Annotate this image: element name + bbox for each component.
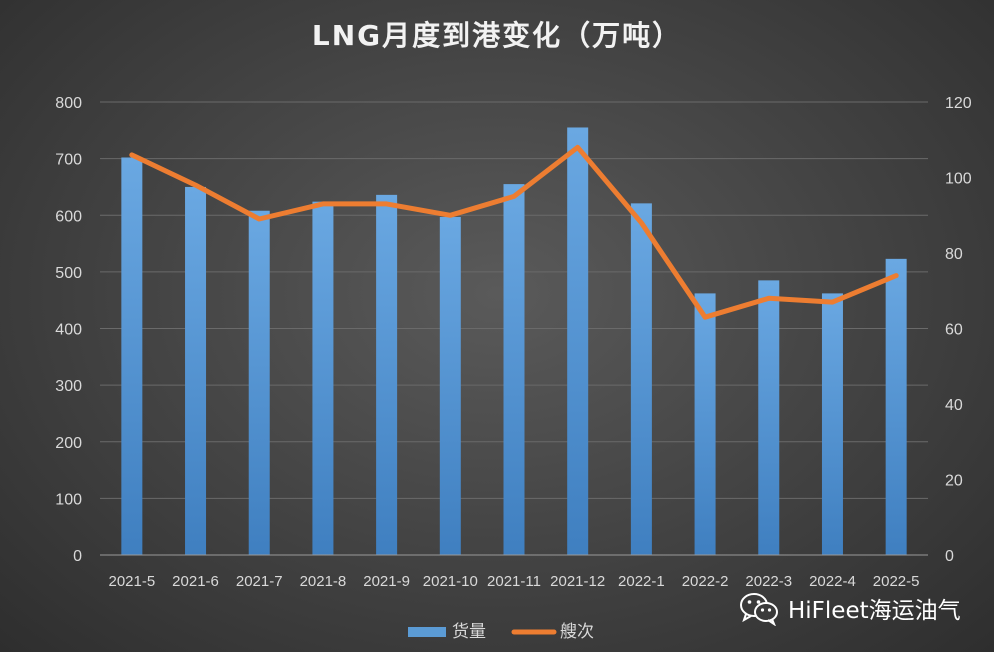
- x-tick-label: 2021-6: [172, 573, 219, 590]
- legend-swatch-bar: [408, 627, 446, 637]
- chart-title: LNG月度到港变化（万吨）: [311, 19, 683, 52]
- x-tick-label: 2021-11: [487, 573, 541, 590]
- y-right-tick-label: 120: [945, 95, 972, 112]
- bar: [694, 293, 716, 555]
- y-left-tick-label: 600: [55, 208, 82, 225]
- x-tick-label: 2022-4: [809, 573, 856, 590]
- x-tick-label: 2021-12: [550, 573, 605, 590]
- y-right-tick-label: 0: [945, 548, 954, 565]
- y-left-tick-label: 500: [55, 265, 82, 282]
- bar: [885, 258, 907, 555]
- legend-label: 货量: [452, 622, 486, 642]
- legend-label: 艘次: [560, 622, 594, 642]
- y-left-tick-label: 0: [73, 548, 82, 565]
- x-tick-label: 2021-7: [236, 573, 283, 590]
- y-left-tick-label: 800: [55, 95, 82, 112]
- series-line: [129, 144, 899, 320]
- y-left-tick-label: 100: [55, 491, 82, 508]
- bar: [312, 201, 334, 555]
- x-tick-label: 2022-2: [682, 573, 729, 590]
- x-tick-label: 2021-8: [300, 573, 347, 590]
- bar: [185, 186, 207, 555]
- y-right-tick-label: 20: [945, 473, 963, 490]
- wechat-icon: [740, 593, 778, 626]
- x-tick-label: 2022-1: [618, 573, 665, 590]
- bar: [567, 127, 589, 555]
- bar: [630, 203, 652, 555]
- bar: [821, 293, 843, 555]
- y-right-tick-label: 40: [945, 397, 963, 414]
- bar: [121, 157, 143, 555]
- y-left-tick-label: 300: [55, 378, 82, 395]
- y-right-tick-label: 80: [945, 246, 963, 263]
- bar: [439, 216, 461, 556]
- y-left-tick-label: 200: [55, 435, 82, 452]
- bar: [376, 194, 398, 556]
- y-left-tick-label: 400: [55, 322, 82, 339]
- y-right-tick-label: 100: [945, 171, 972, 188]
- x-tick-label: 2021-10: [423, 573, 478, 590]
- bar: [248, 210, 270, 555]
- watermark: HiFleet海运油气: [738, 588, 961, 628]
- x-tick-label: 2022-5: [873, 573, 920, 590]
- x-tick-label: 2021-9: [363, 573, 410, 590]
- y-right-tick-label: 60: [945, 322, 963, 339]
- y-left-tick-label: 700: [55, 152, 82, 169]
- bar: [503, 184, 525, 555]
- watermark-text: HiFleet海运油气: [788, 598, 961, 624]
- x-tick-label: 2021-5: [108, 573, 155, 590]
- x-tick-label: 2022-3: [745, 573, 792, 590]
- bar: [758, 280, 780, 555]
